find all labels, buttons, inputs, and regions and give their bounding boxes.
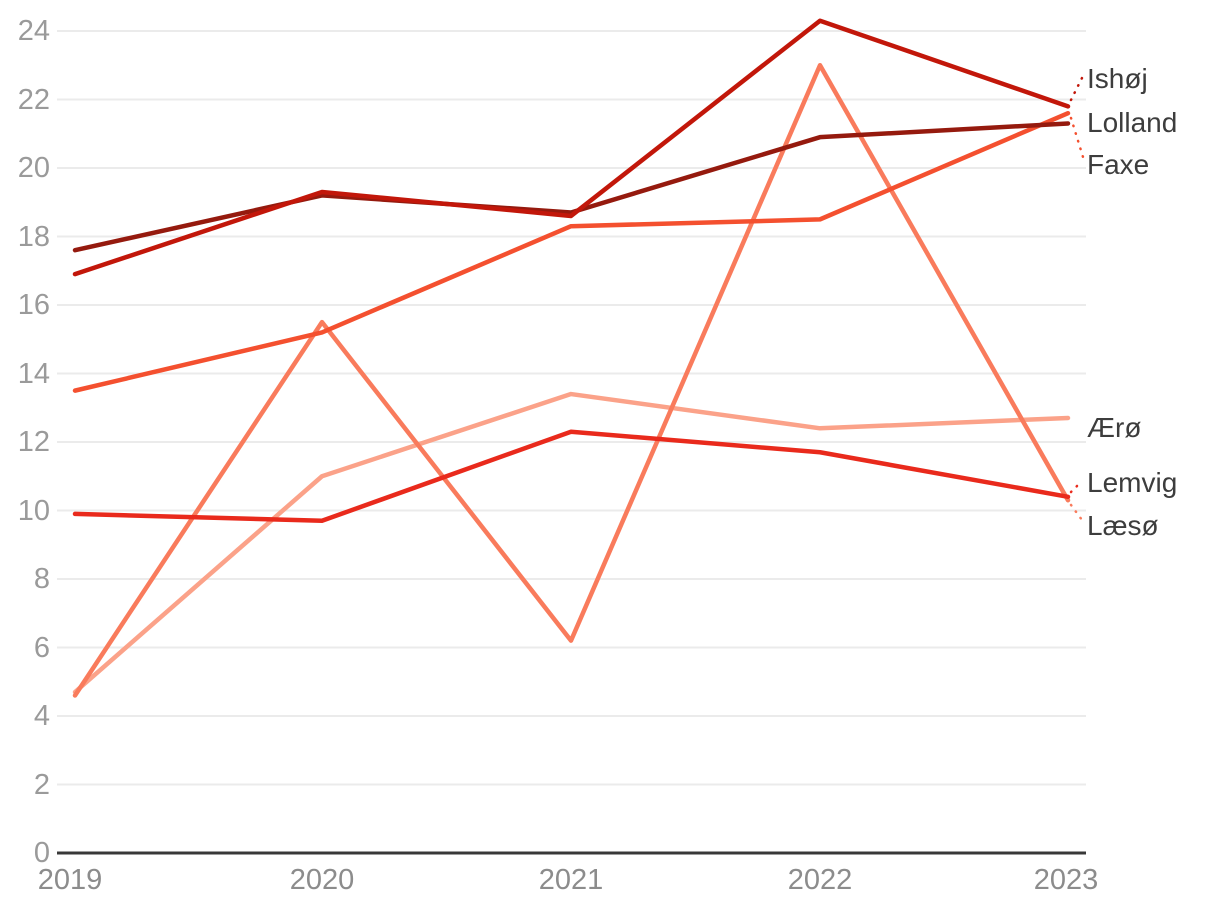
x-tick-label: 2021 (538, 864, 604, 896)
x-tick-label: 2020 (289, 864, 355, 896)
series-line-lolland (72, 121, 1071, 253)
y-tick-label: 12 (17, 426, 50, 458)
y-tick-label: 10 (17, 494, 50, 527)
x-tick-label: 2019 (37, 864, 103, 896)
x-tick-label: 2022 (787, 864, 853, 896)
y-tick-label: 6 (33, 631, 50, 664)
y-tick-label: 16 (17, 289, 50, 321)
series-label-aero: Ærø (1087, 412, 1142, 443)
y-tick-label: 18 (17, 220, 50, 253)
series-line-aero (72, 391, 1071, 695)
series-label-lolland: Lolland (1087, 107, 1178, 138)
series-label-ishoj: Ishøj (1087, 63, 1148, 94)
leader-line-lemvig (1069, 479, 1084, 494)
y-tick-label: 8 (33, 563, 50, 595)
y-tick-label: 22 (17, 83, 50, 116)
series-line-laeso (72, 63, 1071, 698)
series-label-lemvig: Lemvig (1087, 467, 1178, 498)
leader-line-laeso (1069, 503, 1084, 522)
series-line-faxe (72, 110, 1071, 393)
series-line-lemvig (72, 429, 1071, 524)
y-tick-label: 0 (33, 837, 50, 869)
leader-line-ishoj (1069, 76, 1084, 102)
series-label-faxe: Faxe (1087, 149, 1150, 180)
y-tick-label: 20 (17, 152, 50, 184)
y-tick-label: 4 (33, 700, 50, 732)
leader-line-faxe (1069, 116, 1085, 159)
y-tick-label: 14 (17, 357, 50, 390)
x-tick-label: 2023 (1033, 864, 1099, 896)
y-tick-label: 2 (33, 768, 50, 801)
series-label-laeso: Læsø (1087, 510, 1159, 541)
y-tick-label: 24 (17, 15, 50, 47)
series-line-ishoj (72, 18, 1071, 277)
